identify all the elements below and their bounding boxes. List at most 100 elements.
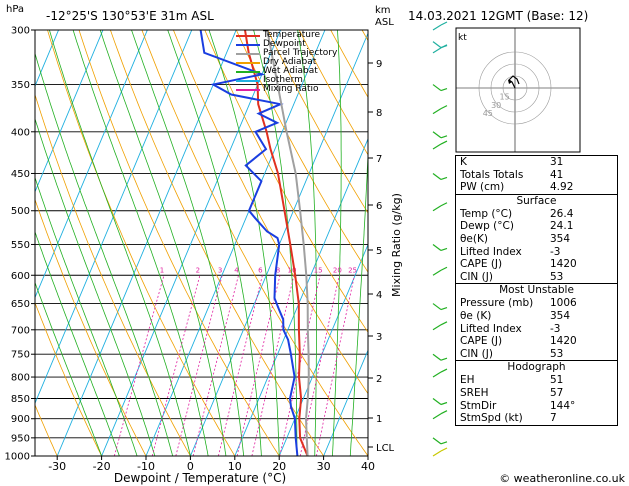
isotherm--30	[56, 30, 237, 456]
row-key: Lifted Index	[460, 245, 522, 258]
legend-swatch	[236, 61, 260, 64]
isotherm-10	[234, 137, 368, 456]
wind-barb	[432, 172, 442, 180]
p-label-800: 800	[11, 373, 30, 384]
dry-adiabat--30	[35, 403, 58, 456]
x-label--10: -10	[137, 460, 155, 473]
dry-adiabat-10	[47, 30, 236, 456]
legend-swatch	[236, 88, 260, 91]
legend-item: Mixing Ratio	[236, 85, 337, 94]
km-label-7: 7	[376, 154, 382, 165]
table-row: StmSpd (kt) 7	[456, 412, 617, 425]
legend-label: Mixing Ratio	[263, 84, 319, 94]
hodograph-section: Hodograph EH 51 SREH 57 StmDir 144° StmSpd (kt…	[456, 360, 617, 424]
wind-barb-flag	[440, 202, 448, 207]
row-value: 1420	[550, 335, 577, 348]
dry-adiabat-0	[35, 93, 191, 456]
wind-barb	[432, 353, 442, 361]
x-label--30: -30	[48, 460, 66, 473]
most-unstable-section: Most Unstable Pressure (mb) 1006 θe (K) 354…	[456, 283, 617, 360]
mixing-ratio-line-10	[251, 275, 295, 456]
row-value: 51	[550, 374, 564, 387]
wind-barb-flag	[440, 247, 448, 252]
wind-barb	[432, 371, 442, 378]
hodo-ring-label-45: 45	[483, 109, 493, 118]
legend-item: Dewpoint	[236, 40, 337, 49]
km-label-2: 2	[376, 374, 382, 385]
table-row: Lifted Index -3	[456, 323, 617, 336]
legend-label: Temperature	[263, 30, 321, 40]
row-key: EH	[460, 374, 475, 387]
row-key: θe(K)	[460, 232, 488, 245]
table-row: Totals Totals 41	[456, 169, 617, 182]
row-key: Totals Totals	[460, 168, 524, 181]
row-key: CAPE (J)	[460, 335, 503, 348]
row-key: StmDir	[460, 399, 497, 412]
row-key: Temp (°C)	[460, 207, 513, 220]
row-key: Lifted Index	[460, 322, 522, 335]
p-label-650: 650	[11, 299, 30, 310]
surface-title: Surface	[516, 194, 557, 207]
row-value: 354	[550, 309, 571, 322]
p-label-850: 850	[11, 394, 30, 405]
hodo-ring-label-30: 30	[491, 101, 501, 110]
p-label-400: 400	[11, 127, 30, 138]
wet-adiabat--20	[35, 281, 102, 456]
wind-barb	[432, 303, 442, 311]
wind-barb-flag	[440, 266, 448, 271]
table-row: CIN (J) 53	[456, 348, 617, 361]
mixing-ratio-label-4: 4	[234, 266, 239, 274]
wind-barb-flag	[440, 401, 448, 406]
p-label-550: 550	[11, 240, 30, 251]
wet-adiabat-36	[349, 146, 368, 456]
x-axis-label: Dewpoint / Temperature (°C)	[114, 471, 286, 485]
x-label-20: 20	[272, 460, 286, 473]
row-value: 4.92	[550, 181, 574, 194]
isotherm--60	[35, 30, 104, 193]
legend-label: Wet Adiabat	[263, 66, 318, 76]
mixing-ratio-line-8	[236, 275, 281, 456]
row-key: CAPE (J)	[460, 258, 503, 271]
mixing-ratio-line-2	[151, 275, 201, 456]
mixing-ratio-label-10: 10	[287, 266, 296, 274]
row-key: θe (K)	[460, 309, 492, 322]
wind-barb-flag	[440, 176, 448, 181]
km-label-1: 1	[376, 414, 382, 425]
profile-series	[199, 30, 310, 456]
wind-barb-flag	[440, 105, 448, 110]
km-label-3: 3	[376, 332, 382, 343]
indices-table: K 31 Totals Totals 41 PW (cm) 4.92 Surface Te…	[455, 155, 618, 426]
dry-adiabat-80	[267, 30, 368, 214]
credit: © weatheronline.co.uk	[499, 472, 625, 485]
wind-barb	[432, 243, 442, 251]
km-label-6: 6	[376, 201, 382, 212]
wet-adiabat--8	[35, 117, 156, 456]
isotherm-0	[189, 32, 368, 456]
isotherm--40	[35, 30, 193, 405]
legend-item: Isotherm	[236, 76, 337, 85]
p-label-750: 750	[11, 350, 30, 361]
dry-adiabat--20	[35, 301, 102, 456]
wind-barb	[432, 413, 442, 420]
p-label-900: 900	[11, 414, 30, 425]
asl-label: ASL	[375, 17, 394, 28]
row-value: 26.4	[550, 207, 574, 220]
legend-label: Dry Adiabat	[263, 57, 317, 67]
dry-adiabat--10	[35, 198, 147, 456]
wet-adiabat-24	[253, 30, 298, 456]
wind-barb	[432, 24, 442, 31]
legend: Temperature Dewpoint Parcel Trajectory Dry …	[236, 31, 337, 94]
p-label-1000: 1000	[5, 452, 30, 463]
p-label-500: 500	[11, 206, 30, 217]
hodo-ring-45	[478, 51, 552, 125]
isotherm-20	[278, 243, 368, 456]
wind-barb	[432, 41, 442, 49]
wet-adiabat-8	[99, 30, 227, 456]
mixing-ratio-label-3: 3	[218, 266, 222, 274]
p-label-700: 700	[11, 325, 30, 336]
row-value: 354	[550, 232, 571, 245]
legend-label: Isotherm	[263, 75, 303, 85]
x-label--20: -20	[93, 460, 111, 473]
most-unstable-title: Most Unstable	[499, 284, 574, 297]
table-row: θe (K) 354	[456, 310, 617, 323]
